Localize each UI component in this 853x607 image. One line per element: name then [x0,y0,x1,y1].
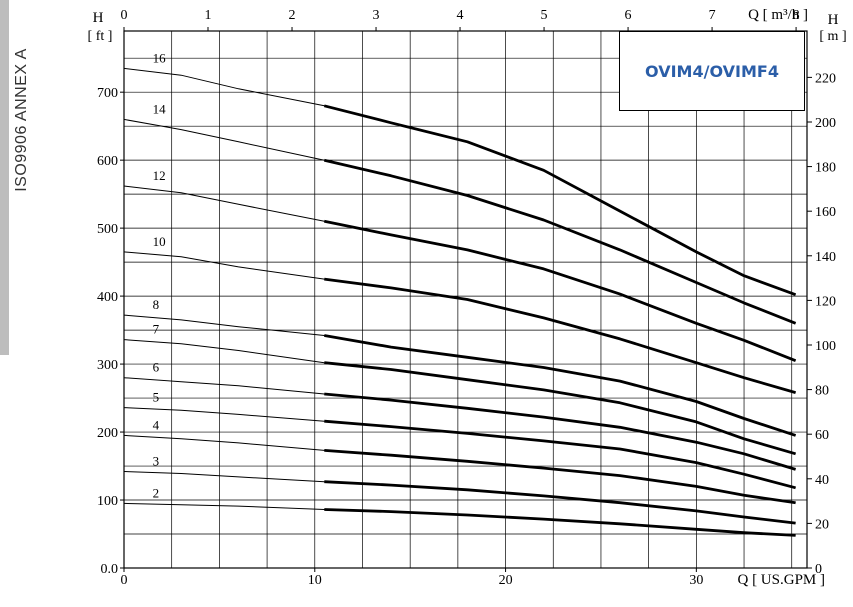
curve-label-14: 14 [153,101,167,116]
y-left-tick-label: 300 [97,358,118,373]
y-left-axis-label: H [93,10,104,26]
curve-6-full [123,377,796,470]
x-top-tick-label: 0 [121,8,128,23]
x-top-tick-label: 6 [625,8,632,23]
model-title-box: OVIM4/OVIMF4 [619,31,805,111]
y-right-tick-label: 180 [815,161,836,176]
y-left-tick-label: 200 [97,426,118,441]
y-right-tick-label: 80 [815,384,829,399]
curve-6-operating [324,392,797,471]
y-right-tick-label: 120 [815,294,836,309]
y-right-tick-label: 100 [815,339,836,354]
y-left-tick-label: 400 [97,290,118,305]
y-right-tick-label: 60 [815,428,829,443]
curve-4-full [123,434,796,504]
x-top-tick-label: 1 [205,8,212,23]
y-right-tick-label: 140 [815,250,836,265]
curve-2-full [123,502,796,536]
y-left-tick-label: 600 [97,154,118,169]
x-top-tick-label: 4 [457,8,464,23]
x-top-tick-label: 3 [373,8,380,23]
curve-8-full [123,314,796,436]
curve-5-operating [324,419,796,490]
y-left-tick-label: 0.0 [101,562,119,577]
sidebar-tag [0,0,9,355]
x-top-tick-label: 7 [709,8,716,23]
y-right-tick-label: 0 [815,562,822,577]
curve-label-7: 7 [153,322,160,337]
y-right-tick-label: 160 [815,205,836,220]
curve-8-operating [324,334,797,437]
y-left-axis-unit: [ ft ] [88,29,113,44]
curve-3-operating [324,480,796,525]
x-top-tick-label: 8 [793,8,800,23]
x-bottom-tick-label: 20 [499,573,513,588]
curve-12-operating [324,219,797,363]
y-right-tick-label: 220 [815,71,836,86]
y-left-tick-label: 500 [97,222,118,237]
y-right-axis-label: H [828,12,839,28]
curve-2-operating [324,508,796,537]
curve-4-operating [324,449,796,505]
curve-label-16: 16 [153,50,167,65]
curve-labels: 16 14 12 10 8 7 6 5 4 3 2 [153,50,167,500]
x-bottom-tick-label: 10 [308,573,322,588]
curve-label-6: 6 [153,360,160,375]
curve-label-5: 5 [153,390,160,405]
y-left-tick-label: 100 [97,494,118,509]
axes: 0 10 20 30 Q [ US.GPM ]0 1 2 3 4 5 6 7 8Q [ m³/h ]0.… [88,7,847,588]
x-bottom-axis-label: Q [ US.GPM ] [737,572,825,588]
curve-10-operating [324,277,796,394]
y-right-tick-label: 200 [815,116,836,131]
x-top-tick-label: 5 [541,8,548,23]
curve-label-2: 2 [153,485,160,500]
curve-12-full [123,185,796,362]
plot-frame [123,30,808,569]
x-bottom-tick-label: 30 [689,573,703,588]
grid [123,31,807,569]
curve-14-operating [323,158,797,325]
x-top-axis-label: Q [ m³/h ] [748,7,808,23]
curve-label-4: 4 [153,417,160,432]
curve-label-12: 12 [153,168,166,183]
y-right-tick-label: 20 [815,517,829,532]
curve-7-operating [324,361,796,456]
y-left-tick-label: 700 [97,86,118,101]
curves [123,67,797,537]
curve-label-10: 10 [153,234,166,249]
curve-label-8: 8 [153,297,160,312]
y-right-axis-unit: [ m ] [819,29,846,44]
curve-label-3: 3 [153,453,160,468]
model-title: OVIM4/OVIMF4 [645,61,779,81]
x-top-tick-label: 2 [289,8,296,23]
y-right-tick-label: 40 [815,473,829,488]
curve-14-full [123,118,796,324]
curve-16-operating [323,104,797,297]
x-bottom-tick-label: 0 [121,573,128,588]
